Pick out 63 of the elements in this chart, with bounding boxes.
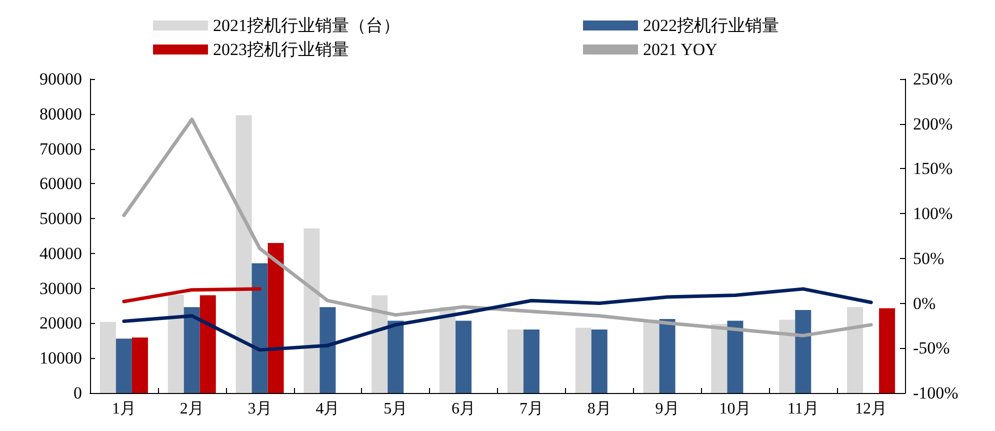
line-series: [122, 118, 873, 338]
x-tick-label: 7月: [519, 400, 544, 418]
bar: [168, 294, 184, 393]
y2-tick-label: 0%: [913, 294, 936, 313]
bar: [440, 307, 456, 393]
bar: [320, 307, 336, 393]
legend-label: 2021挖机行业销量（台）: [213, 16, 400, 35]
bar: [847, 307, 864, 393]
y-tick-label: 60000: [40, 174, 82, 194]
x-tick-label: 10月: [719, 400, 752, 418]
bar: [304, 228, 320, 393]
y2-tick-label: 100%: [913, 204, 953, 224]
y-tick-label: 50000: [40, 209, 82, 228]
bar: [116, 338, 132, 393]
y-tick-label: 20000: [40, 314, 82, 333]
x-tick-label: 12月: [855, 400, 888, 418]
x-tick-label: 3月: [248, 400, 272, 418]
y-tick-label: 40000: [40, 244, 82, 263]
legend-label: 2022挖机行业销量: [643, 16, 779, 35]
x-tick-label: 2月: [180, 400, 204, 418]
line-series: [122, 287, 873, 352]
x-tick-label: 11月: [787, 400, 819, 418]
y-tick-label: 90000: [40, 70, 82, 88]
bar: [779, 320, 796, 393]
y-tick-label: 0: [74, 384, 82, 402]
bar: [388, 320, 404, 393]
bar: [456, 320, 472, 393]
bar: [643, 320, 660, 393]
y2-tick-label: 200%: [913, 114, 953, 134]
bar: [523, 330, 540, 393]
bar: [268, 242, 284, 393]
y-tick-label: 80000: [40, 104, 82, 124]
y2-tick-label: 50%: [913, 248, 944, 268]
y2-tick-label: -50%: [913, 338, 950, 358]
legend-label: 2021 YOY: [643, 40, 718, 59]
y2-tick-label: 150%: [913, 159, 953, 178]
bar: [372, 295, 388, 393]
y-tick-label: 10000: [40, 348, 82, 368]
x-tick-label: 6月: [452, 400, 476, 418]
bar: [507, 330, 524, 393]
bar: [132, 338, 148, 393]
legend-label: 2023挖机行业销量: [213, 40, 349, 59]
bar: [879, 308, 896, 393]
bar: [659, 319, 676, 393]
y-tick-label: 30000: [40, 278, 82, 298]
bar: [184, 307, 200, 393]
bar: [252, 263, 268, 393]
x-tick-label: 8月: [587, 400, 612, 418]
x-tick-label: 9月: [655, 400, 680, 418]
bar: [575, 328, 592, 393]
bar: [100, 322, 116, 393]
bar: [727, 320, 744, 393]
x-tick-label: 5月: [384, 400, 408, 418]
bar: [591, 330, 608, 393]
x-tick-label: 4月: [316, 400, 340, 418]
bar: [795, 310, 812, 393]
bar: [200, 295, 216, 393]
bar: [711, 324, 728, 393]
bar: [236, 115, 252, 393]
y-tick-label: 70000: [40, 139, 82, 158]
y2-tick-label: 250%: [913, 70, 953, 88]
y2-tick-label: -100%: [913, 384, 958, 402]
x-tick-label: 1月: [112, 400, 136, 418]
